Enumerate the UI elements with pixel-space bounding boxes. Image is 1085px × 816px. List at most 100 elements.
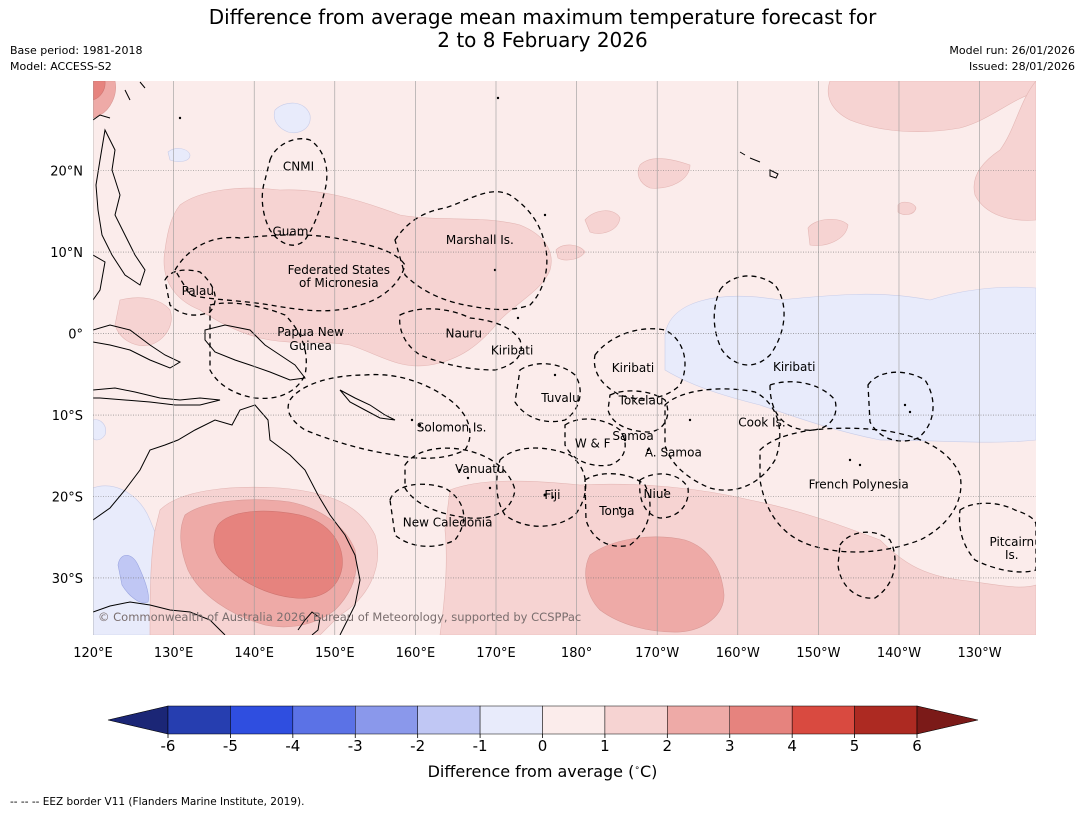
coast-australia	[93, 404, 361, 635]
warm-region-small-4	[897, 201, 917, 215]
lon-label: 130°W	[957, 646, 1001, 661]
lon-label: 180°	[561, 646, 592, 661]
lat-axis-labels: 20°N 10°N 0° 10°S 20°S 30°S	[50, 165, 83, 587]
eez-tonga	[584, 473, 651, 547]
lon-label: 160°W	[716, 646, 760, 661]
lat-label: 20°N	[50, 165, 83, 180]
region-label: Fiji	[544, 488, 560, 502]
lat-label: 10°N	[50, 246, 83, 261]
lon-label: 120°E	[73, 646, 113, 661]
warm-region-small-5	[555, 244, 586, 261]
region-label: Solomon Is.	[417, 420, 487, 434]
graticule	[93, 81, 1036, 635]
coast-hawaii	[739, 151, 779, 179]
region-label: Guam	[272, 225, 308, 239]
region-label: New Caledonia	[403, 516, 493, 530]
islands	[178, 96, 912, 510]
cool-region-north	[273, 102, 311, 133]
eez-nauru-kiribati-west	[399, 308, 522, 371]
lat-label: 0°	[68, 328, 83, 343]
region-label: Tokelau	[618, 393, 664, 407]
warm-region-small-3	[807, 219, 849, 246]
colorbar-tick-label: 1	[600, 737, 610, 755]
region-label: Kiribati	[491, 344, 533, 358]
lon-label: 150°E	[315, 646, 355, 661]
colorbar-segment	[604, 705, 668, 735]
eez-wallis-samoa	[564, 418, 626, 467]
colorbar-label-unit: C)	[639, 762, 658, 781]
cool-region-central-pacific	[664, 286, 1036, 443]
colorbar-tick-label: 4	[787, 737, 797, 755]
region-label: Papua New	[277, 325, 344, 339]
colorbar-segment	[417, 705, 481, 735]
colorbar-tick-label: 3	[725, 737, 735, 755]
model-run: Model run: 26/01/2026	[949, 44, 1075, 57]
eez-fiji	[496, 447, 587, 527]
lon-label: 140°E	[234, 646, 274, 661]
coast-indonesia-1	[93, 324, 182, 369]
coast-indonesia-2	[93, 387, 221, 406]
coast-new-zealand	[297, 611, 321, 635]
lon-label: 140°W	[877, 646, 921, 661]
colorbar-over-arrow	[916, 705, 979, 735]
coast-png	[204, 324, 306, 381]
colorbar-label: Difference from average (∘C)	[427, 762, 658, 781]
eez-new-caledonia	[389, 483, 465, 547]
colorbar-tick-label: -2	[410, 737, 425, 755]
eez-fsm	[174, 234, 406, 312]
colorbar-label-text: Difference from average (	[427, 762, 635, 781]
region-label: Samoa	[612, 429, 653, 443]
colorbar-ticks: -6 -5 -4 -3 -2 -1 0 1 2 3 4 5 6	[161, 734, 922, 755]
colorbar-under-arrow	[107, 705, 169, 735]
colorbar-segment	[355, 705, 418, 735]
colorbar-tick-label: -5	[223, 737, 238, 755]
coast-philippines	[95, 128, 146, 286]
cool-region-west	[93, 419, 106, 441]
region-label: Vanuatu	[455, 462, 505, 476]
lon-axis-labels: 120°E 130°E 140°E 150°E 160°E 170°E 180° 170°W 1…	[73, 646, 1002, 661]
cool-region-tasman-deep	[117, 554, 149, 604]
copyright-notice: © Commonwealth of Australia 2026, Bureau…	[98, 610, 581, 624]
colorbar	[107, 705, 979, 735]
eez-french-polynesia-south	[837, 531, 896, 599]
warm-region-australia-core	[213, 510, 343, 599]
region-label: Tuvalu	[540, 391, 580, 405]
region-label: CNMI	[283, 160, 314, 174]
region-label: Palau	[182, 284, 214, 298]
warm-region-northeast	[827, 81, 1036, 133]
colorbar-tick-label: 5	[850, 737, 860, 755]
colorbar-tick-label: -6	[161, 737, 176, 755]
meta-right: Model run: 26/01/2026 Issued: 28/01/2026	[949, 43, 1075, 75]
title-line-2: 2 to 8 February 2026	[437, 28, 648, 52]
eez-tuvalu	[514, 363, 581, 423]
eez-niue	[639, 473, 689, 519]
colorbar-segment	[292, 705, 356, 735]
region-label: Pitcairn	[990, 535, 1035, 549]
region-label: Is.	[1005, 548, 1019, 562]
lon-label: 170°E	[476, 646, 516, 661]
coastlines	[93, 81, 779, 635]
region-label: Niue	[644, 487, 671, 501]
eez-marshall	[394, 191, 548, 311]
lon-label: 150°W	[796, 646, 840, 661]
region-label: Marshall Is.	[446, 233, 514, 247]
colorbar-segment	[230, 705, 294, 735]
lon-label: 130°E	[154, 646, 194, 661]
coast-borneo	[93, 254, 106, 301]
lat-label: 30°S	[52, 572, 83, 587]
warm-region-micronesia	[163, 187, 552, 367]
eez-palau	[164, 269, 216, 316]
region-label: Federated States	[288, 263, 390, 277]
eez-borders	[164, 138, 1036, 599]
region-label: A. Samoa	[645, 446, 702, 460]
eez-french-polynesia	[759, 427, 962, 553]
colorbar-segment	[667, 705, 730, 735]
issued-date: Issued: 28/01/2026	[968, 60, 1075, 73]
region-label: W & F	[575, 437, 611, 451]
warm-region-small-1	[637, 158, 691, 189]
colorbar-segment	[542, 705, 606, 735]
cool-region-north-small	[167, 148, 191, 162]
